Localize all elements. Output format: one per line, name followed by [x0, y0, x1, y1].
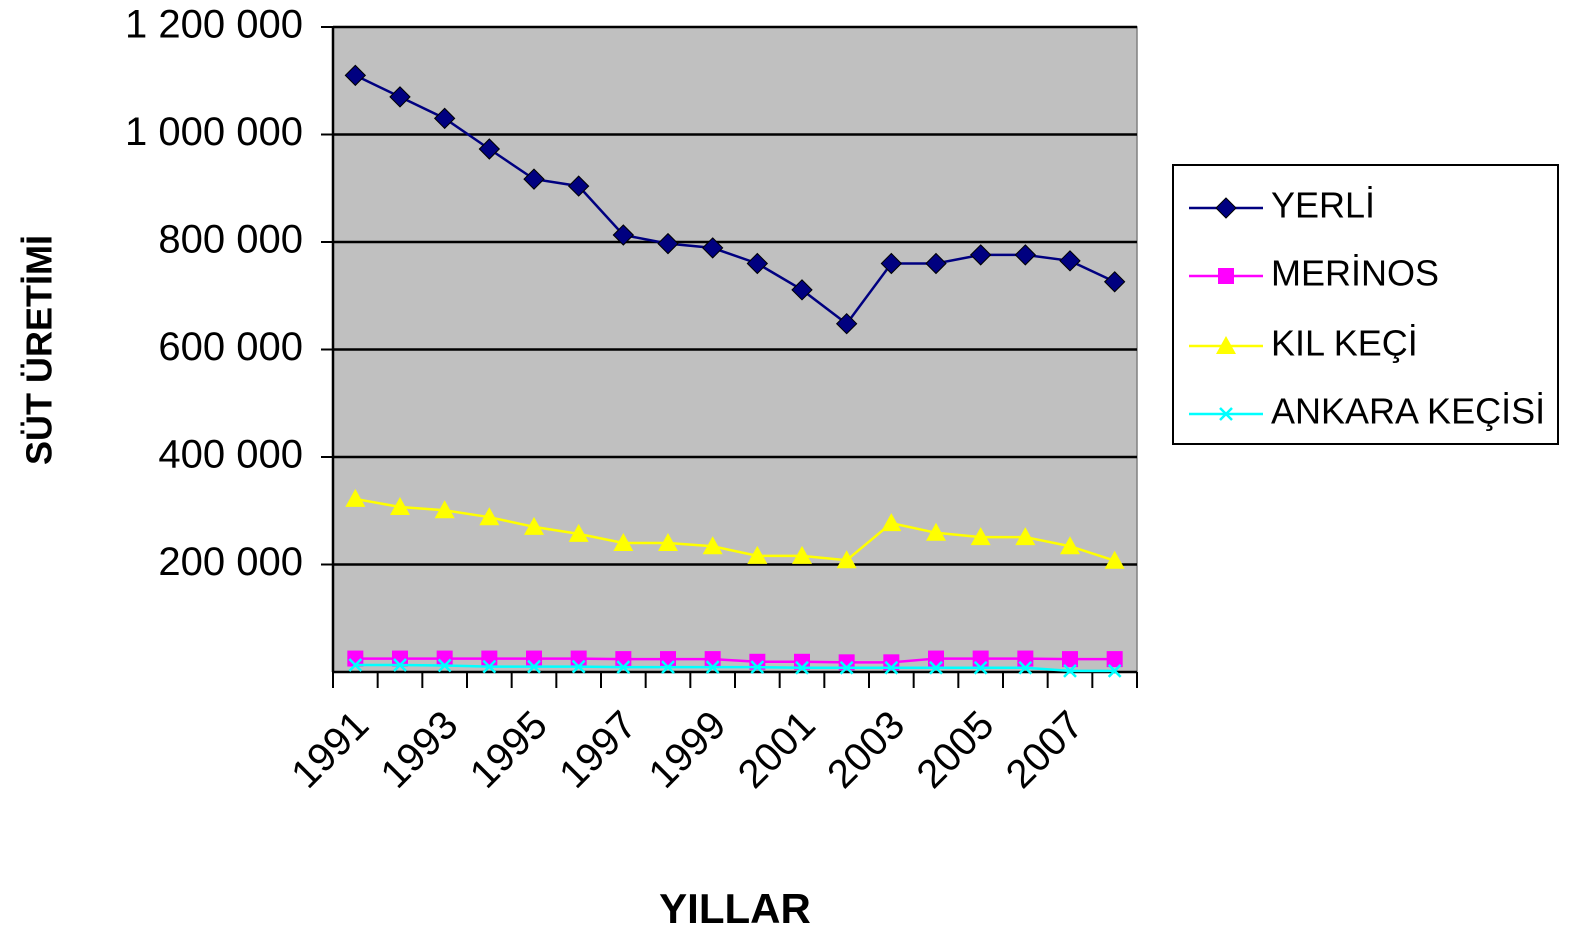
x-tick-label: 2003 [819, 703, 913, 797]
marker-square [794, 653, 810, 670]
marker-diamond [1103, 271, 1126, 293]
marker-diamond [791, 279, 813, 301]
x-tick-label: 1991 [283, 703, 377, 797]
marker-square [1017, 650, 1034, 667]
marker-x [393, 658, 407, 672]
marker-square [704, 651, 721, 668]
marker-diamond [835, 312, 858, 335]
marker-x [929, 660, 943, 675]
marker-triangle [434, 500, 455, 519]
marker-diamond [612, 224, 635, 246]
y-tick-label: 1 000 000 [125, 110, 303, 154]
marker-square [570, 650, 587, 667]
marker-diamond [880, 252, 903, 275]
legend-label: ANKARA KEÇİSİ [1271, 391, 1545, 432]
marker-triangle [1216, 336, 1236, 354]
y-tick-label: 800 000 [158, 218, 303, 262]
x-tick-label: 2001 [730, 703, 824, 797]
marker-triangle [524, 516, 544, 535]
marker-diamond [657, 232, 679, 255]
marker-triangle [479, 507, 500, 526]
marker-triangle [1104, 550, 1125, 569]
series-line [355, 497, 1116, 562]
marker-diamond [969, 244, 992, 266]
marker-diamond [344, 64, 367, 87]
marker-diamond [389, 86, 411, 108]
marker-x [1219, 407, 1233, 421]
marker-x [437, 658, 452, 673]
marker-triangle [568, 523, 589, 542]
marker-x [750, 660, 765, 675]
marker-triangle [613, 533, 634, 551]
marker-square [883, 654, 900, 671]
marker-triangle [658, 533, 678, 551]
marker-x [661, 660, 675, 675]
legend-label: YERLİ [1271, 185, 1375, 226]
x-tick-label: 1993 [372, 703, 466, 797]
x-tick-label: 2005 [908, 703, 1002, 797]
marker-x [839, 660, 854, 675]
series-line [355, 663, 1115, 673]
marker-square [526, 650, 542, 667]
y-axis-label: SÜT ÜRETİMİ [19, 235, 60, 465]
marker-x [482, 659, 497, 674]
marker-x [705, 660, 720, 675]
marker-x [571, 659, 586, 674]
x-tick-label: 2007 [998, 703, 1092, 797]
marker-diamond [1215, 197, 1237, 219]
y-tick-label: 1 200 000 [125, 3, 303, 47]
marker-triangle [970, 527, 991, 546]
marker-x [884, 660, 899, 675]
marker-triangle [1015, 527, 1036, 546]
marker-x [795, 660, 809, 675]
marker-diamond [523, 168, 545, 190]
y-tick-label: 600 000 [158, 325, 303, 369]
marker-square [1106, 651, 1123, 668]
marker-square [660, 651, 676, 668]
marker-diamond [433, 107, 456, 130]
x-axis-label: YILLAR [659, 885, 811, 932]
marker-diamond [478, 138, 501, 160]
x-tick-label: 1995 [462, 703, 556, 797]
marker-triangle [926, 522, 946, 541]
marker-square [1218, 268, 1234, 284]
x-tick-label: 1999 [640, 703, 734, 797]
legend-box [1172, 164, 1559, 445]
marker-x [973, 660, 988, 675]
marker-diamond [1059, 250, 1081, 272]
marker-triangle [702, 536, 723, 555]
marker-square [749, 653, 766, 670]
marker-square [838, 654, 855, 671]
y-tick-label: 400 000 [158, 433, 303, 477]
marker-square [972, 650, 989, 667]
marker-diamond [1014, 244, 1037, 266]
marker-square [928, 650, 944, 667]
marker-x [616, 660, 631, 675]
marker-square [1062, 651, 1078, 668]
marker-triangle [792, 545, 812, 564]
marker-triangle [345, 488, 366, 507]
marker-square [615, 651, 632, 668]
legend-label: KIL KEÇİ [1271, 323, 1418, 364]
marker-triangle [836, 550, 857, 569]
marker-triangle [1060, 536, 1080, 555]
marker-diamond [925, 252, 947, 275]
marker-square [481, 650, 498, 667]
marker-triangle [390, 496, 410, 515]
marker-diamond [746, 252, 769, 275]
marker-diamond [701, 237, 724, 259]
marker-x [348, 658, 363, 672]
y-tick-label: 200 000 [158, 540, 303, 584]
marker-triangle [747, 545, 768, 564]
marker-x [1107, 664, 1122, 678]
marker-triangle [881, 513, 902, 532]
legend-label: MERİNOS [1271, 253, 1439, 294]
marker-diamond [567, 175, 590, 197]
marker-x [1063, 664, 1077, 678]
marker-x [1018, 660, 1033, 675]
x-tick-label: 1997 [551, 703, 645, 797]
marker-x [527, 659, 541, 674]
